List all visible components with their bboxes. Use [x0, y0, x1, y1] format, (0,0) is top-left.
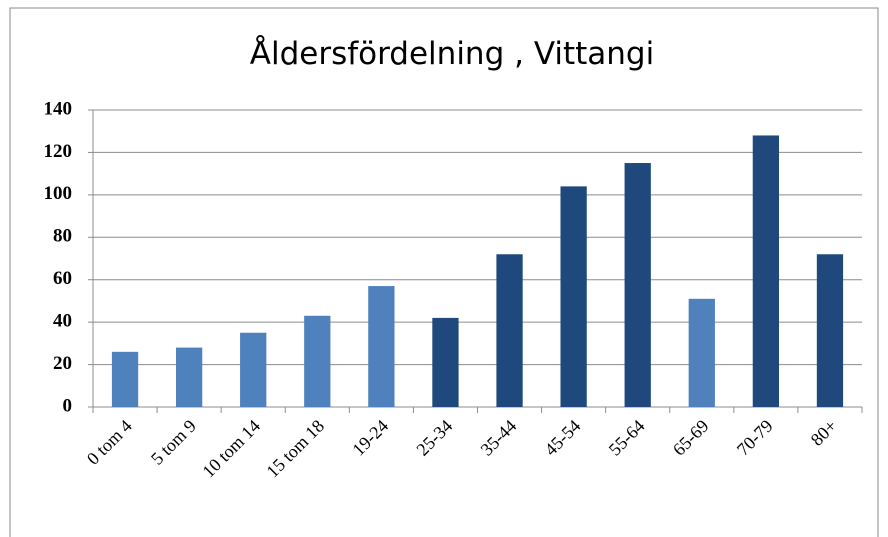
bar: [624, 163, 651, 407]
x-tick-label: 19-24: [348, 416, 392, 460]
y-tick-label: 80: [53, 226, 72, 247]
bar: [111, 351, 139, 407]
bar: [175, 347, 203, 407]
x-tick-label: 65-69: [669, 416, 713, 460]
y-tick-label: 20: [53, 353, 72, 374]
x-tick-label: 80+: [807, 416, 841, 450]
y-tick-label: 140: [44, 98, 73, 119]
x-tick-label: 70-79: [733, 416, 777, 460]
chart-title: Åldersfördelning , Vittangi: [250, 36, 654, 72]
y-tick-label: 60: [53, 268, 72, 289]
y-tick-label: 120: [44, 141, 73, 162]
bar: [496, 254, 523, 407]
y-tick-label: 100: [44, 183, 73, 204]
bar: [432, 317, 459, 407]
x-tick-label: 5 tom 9: [147, 416, 200, 469]
x-tick-label: 15 tom 18: [262, 416, 328, 482]
x-tick-label: 10 tom 14: [198, 416, 264, 482]
bar: [560, 186, 587, 407]
bar: [368, 286, 395, 407]
y-tick-label: 40: [53, 311, 72, 332]
bar: [240, 332, 267, 407]
y-tick-label: 0: [63, 395, 73, 416]
x-tick-label: 25-34: [412, 416, 456, 460]
bar: [752, 135, 780, 407]
x-tick-label: 45-54: [541, 416, 585, 460]
bar: [304, 315, 331, 407]
bar: [688, 298, 715, 407]
bar: [816, 254, 844, 407]
x-tick-label: 35-44: [477, 416, 521, 460]
x-tick-label: 0 tom 4: [83, 416, 136, 469]
chart-frame: [9, 7, 879, 537]
x-tick-label: 55-64: [605, 416, 649, 460]
